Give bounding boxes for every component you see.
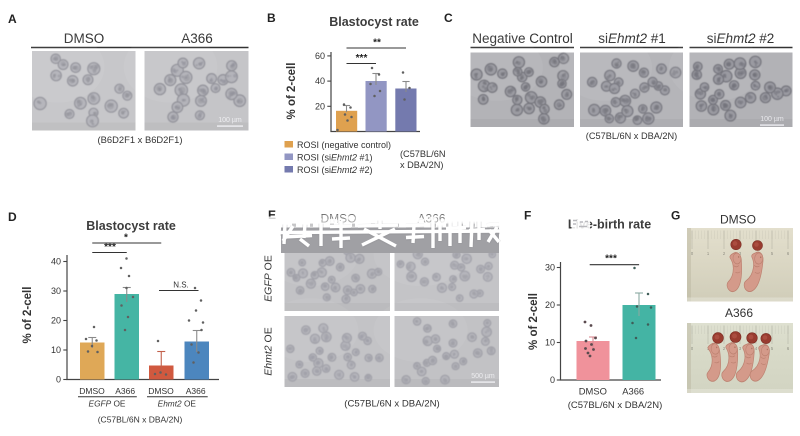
svg-text:0: 0	[550, 375, 555, 385]
svg-text:10: 10	[545, 338, 555, 348]
svg-text:% of 2-cell: % of 2-cell	[22, 287, 34, 344]
svg-text:ROSI (siEhmt2 #2): ROSI (siEhmt2 #2)	[297, 165, 373, 175]
svg-text:DMSO: DMSO	[64, 31, 105, 46]
svg-text:A366: A366	[115, 386, 135, 396]
svg-text:Ehmt2 OE: Ehmt2 OE	[158, 399, 197, 409]
svg-text:F: F	[524, 209, 531, 223]
svg-text:Blastocyst rate: Blastocyst rate	[329, 15, 419, 29]
svg-text:x DBA/2N): x DBA/2N)	[400, 160, 443, 170]
svg-text:3: 3	[739, 346, 742, 351]
svg-text:A366: A366	[725, 306, 753, 320]
svg-text:EGFP OE: EGFP OE	[89, 399, 126, 409]
svg-text:40: 40	[51, 257, 61, 267]
svg-text:% of 2-cell: % of 2-cell	[528, 293, 540, 350]
svg-text:2: 2	[723, 251, 726, 256]
svg-text:DMSO: DMSO	[148, 386, 174, 396]
svg-text:**: **	[373, 38, 381, 49]
svg-text:40: 40	[315, 76, 325, 86]
svg-text:Blastocyst rate: Blastocyst rate	[86, 219, 176, 233]
svg-text:20: 20	[315, 101, 325, 111]
svg-text:60: 60	[315, 51, 325, 61]
svg-text:30: 30	[545, 263, 555, 273]
svg-text:DMSO: DMSO	[579, 385, 607, 396]
svg-text:DMSO: DMSO	[79, 386, 105, 396]
svg-text:100 µm: 100 µm	[760, 116, 784, 123]
svg-text:N.S.: N.S.	[173, 281, 189, 290]
svg-text:(C57BL/6N x DBA/2N): (C57BL/6N x DBA/2N)	[586, 131, 677, 141]
svg-text:(C57BL/6N x DBA/2N): (C57BL/6N x DBA/2N)	[344, 399, 439, 410]
svg-text:(C57BL/6N x DBA/2N): (C57BL/6N x DBA/2N)	[98, 415, 183, 425]
svg-text:***: ***	[605, 254, 617, 265]
svg-text:A366: A366	[622, 385, 644, 396]
svg-text:siEhmt2 #1: siEhmt2 #1	[598, 31, 666, 46]
svg-text:(C57BL/6N x DBA/2N): (C57BL/6N x DBA/2N)	[568, 400, 663, 411]
svg-text:20: 20	[545, 300, 555, 310]
svg-text:30: 30	[51, 286, 61, 296]
svg-text:siEhmt2 #2: siEhmt2 #2	[707, 31, 775, 46]
svg-text:3: 3	[739, 251, 742, 256]
svg-text:6: 6	[787, 251, 790, 256]
svg-text:ROSI (siEhmt2 #1): ROSI (siEhmt2 #1)	[297, 152, 373, 162]
svg-text:A366: A366	[186, 386, 206, 396]
svg-text:ROSI (negative control): ROSI (negative control)	[297, 140, 391, 150]
svg-text:D: D	[8, 210, 17, 224]
svg-text:5: 5	[771, 346, 774, 351]
svg-text:% of 2-cell: % of 2-cell	[286, 63, 298, 120]
svg-text:E: E	[268, 208, 276, 222]
svg-text:(B6D2F1 x B6D2F1): (B6D2F1 x B6D2F1)	[98, 134, 183, 145]
svg-text:10: 10	[51, 345, 61, 355]
svg-text:A: A	[8, 12, 17, 26]
svg-text:1: 1	[707, 251, 710, 256]
svg-text:Ehmt2 OE: Ehmt2 OE	[263, 327, 275, 375]
svg-text:Negative Control: Negative Control	[472, 31, 573, 46]
svg-text:6: 6	[787, 346, 790, 351]
svg-text:*: *	[124, 233, 128, 244]
svg-text:EGFP OE: EGFP OE	[263, 255, 275, 302]
svg-text:5: 5	[771, 251, 774, 256]
svg-text:C: C	[444, 11, 453, 25]
svg-text:***: ***	[104, 242, 116, 253]
svg-text:(C57BL/6N: (C57BL/6N	[400, 149, 445, 159]
svg-text:4: 4	[755, 346, 758, 351]
svg-text:0: 0	[691, 346, 694, 351]
svg-text:G: G	[671, 209, 680, 223]
svg-text:100 µm: 100 µm	[218, 117, 242, 124]
svg-text:500 µm: 500 µm	[471, 373, 495, 380]
svg-text:2: 2	[723, 346, 726, 351]
svg-text:0: 0	[56, 375, 61, 385]
svg-text:A366: A366	[181, 31, 213, 46]
svg-text:20: 20	[51, 316, 61, 326]
svg-text:DMSO: DMSO	[720, 213, 756, 227]
svg-text:0: 0	[691, 251, 694, 256]
svg-text:B: B	[267, 11, 276, 25]
svg-text:***: ***	[356, 53, 368, 64]
